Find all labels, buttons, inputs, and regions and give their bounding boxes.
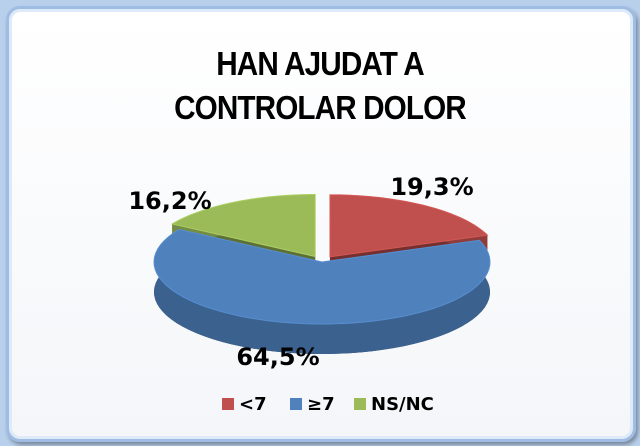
data-label: 16,2%: [128, 187, 211, 215]
legend-swatch: [290, 398, 302, 410]
data-label: 19,3%: [390, 173, 473, 201]
slice: [153, 228, 491, 325]
legend-swatch: [354, 398, 366, 410]
legend-label: NS/NC: [371, 394, 434, 415]
legend-swatch: [222, 398, 234, 410]
legend-label: ≥7: [307, 394, 335, 415]
chart-frame: [6, 6, 636, 442]
slice: [329, 194, 489, 258]
data-label: 64,5%: [236, 343, 319, 371]
slice-outer-side: [154, 229, 490, 354]
legend-label: <7: [239, 394, 267, 415]
chart-title: HAN AJUDAT A CONTROLAR DOLOR: [174, 45, 467, 126]
slice: [170, 193, 316, 258]
